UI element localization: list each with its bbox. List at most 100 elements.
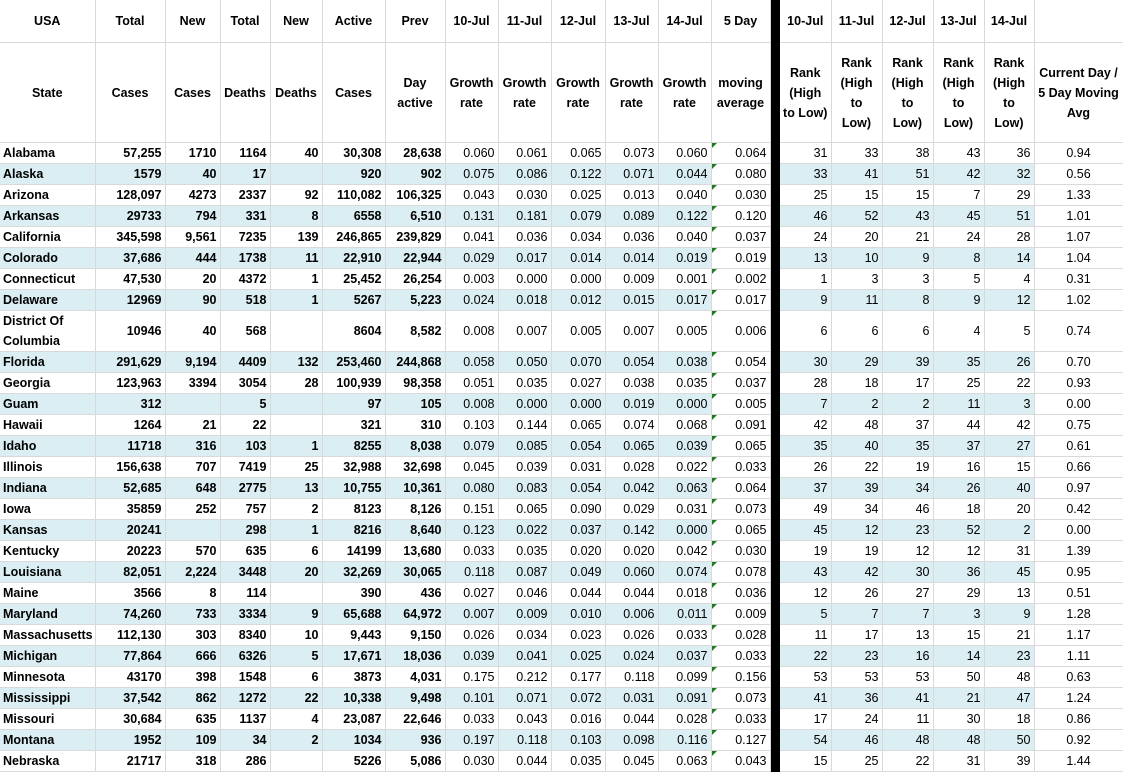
cell-state[interactable]: Mississippi xyxy=(0,687,96,709)
cell-rank-14-jul[interactable]: 28 xyxy=(984,226,1035,248)
cell-current-to-avg-ratio[interactable]: 1.28 xyxy=(1034,603,1123,625)
cell-total-cases[interactable]: 43170 xyxy=(95,666,166,688)
cell-rank-13-jul[interactable]: 16 xyxy=(933,456,985,478)
cell-rank-13-jul[interactable]: 8 xyxy=(933,247,985,269)
cell-growth-13-jul[interactable]: 0.024 xyxy=(605,645,659,667)
cell-state[interactable]: California xyxy=(0,226,96,248)
header-current-to-avg-ratio[interactable]: Current Day / 5 Day Moving Avg xyxy=(1034,42,1123,143)
cell-growth-10-jul[interactable]: 0.033 xyxy=(445,708,499,730)
cell-growth-10-jul[interactable]: 0.060 xyxy=(445,142,499,164)
cell-growth-14-jul[interactable]: 0.074 xyxy=(658,561,712,583)
cell-state[interactable]: Michigan xyxy=(0,645,96,667)
cell-rank-14-jul[interactable]: 39 xyxy=(984,750,1035,772)
cell-rank-10-jul[interactable]: 31 xyxy=(780,142,832,164)
cell-prev-day-active[interactable]: 436 xyxy=(385,582,446,604)
cell-growth-12-jul[interactable]: 0.034 xyxy=(551,226,606,248)
cell-rank-10-jul[interactable]: 53 xyxy=(780,666,832,688)
cell-rank-11-jul[interactable]: 52 xyxy=(831,205,883,227)
cell-rank-11-jul[interactable]: 33 xyxy=(831,142,883,164)
cell-rank-10-jul[interactable]: 13 xyxy=(780,247,832,269)
cell-new-cases[interactable]: 252 xyxy=(165,498,221,520)
cell-growth-10-jul[interactable]: 0.175 xyxy=(445,666,499,688)
cell-growth-11-jul[interactable]: 0.061 xyxy=(498,142,552,164)
cell-new-deaths[interactable] xyxy=(270,310,323,352)
cell-growth-12-jul[interactable]: 0.122 xyxy=(551,163,606,185)
cell-rank-10-jul[interactable]: 15 xyxy=(780,750,832,772)
cell-growth-13-jul[interactable]: 0.026 xyxy=(605,624,659,646)
cell-rank-12-jul[interactable]: 12 xyxy=(882,540,934,562)
cell-rank-11-jul[interactable]: 19 xyxy=(831,540,883,562)
cell-total-cases[interactable]: 37,542 xyxy=(95,687,166,709)
cell-new-deaths[interactable]: 25 xyxy=(270,456,323,478)
cell-growth-13-jul[interactable]: 0.089 xyxy=(605,205,659,227)
cell-growth-13-jul[interactable]: 0.065 xyxy=(605,435,659,457)
cell-new-deaths[interactable] xyxy=(270,414,323,436)
cell-rank-11-jul[interactable]: 24 xyxy=(831,708,883,730)
cell-growth-11-jul[interactable]: 0.017 xyxy=(498,247,552,269)
cell-growth-10-jul[interactable]: 0.043 xyxy=(445,184,499,206)
cell-new-deaths[interactable]: 6 xyxy=(270,540,323,562)
cell-growth-14-jul[interactable]: 0.000 xyxy=(658,393,712,415)
cell-total-cases[interactable]: 312 xyxy=(95,393,166,415)
cell-growth-13-jul[interactable]: 0.074 xyxy=(605,414,659,436)
cell-moving-average-5-day[interactable]: 0.033 xyxy=(711,645,771,667)
cell-active-cases[interactable]: 110,082 xyxy=(322,184,386,206)
cell-rank-10-jul[interactable]: 35 xyxy=(780,435,832,457)
cell-rank-11-jul[interactable]: 12 xyxy=(831,519,883,541)
header-rank-13-jul[interactable]: Rank (High to Low) xyxy=(933,42,985,143)
cell-state[interactable]: Nebraska xyxy=(0,750,96,772)
header-total-cases[interactable]: Cases xyxy=(95,42,166,143)
cell-growth-14-jul[interactable]: 0.011 xyxy=(658,603,712,625)
cell-growth-10-jul[interactable]: 0.003 xyxy=(445,268,499,290)
cell-new-cases[interactable]: 2,224 xyxy=(165,561,221,583)
cell-new-cases[interactable]: 733 xyxy=(165,603,221,625)
cell-state[interactable]: Maryland xyxy=(0,603,96,625)
cell-growth-10-jul[interactable]: 0.039 xyxy=(445,645,499,667)
cell-total-deaths[interactable]: 518 xyxy=(220,289,271,311)
cell-active-cases[interactable]: 253,460 xyxy=(322,351,386,373)
cell-growth-13-jul[interactable]: 0.019 xyxy=(605,393,659,415)
cell-prev-day-active[interactable]: 105 xyxy=(385,393,446,415)
header-growth-14-jul[interactable]: Growth rate xyxy=(658,42,712,143)
cell-growth-13-jul[interactable]: 0.014 xyxy=(605,247,659,269)
cell-moving-average-5-day[interactable]: 0.019 xyxy=(711,247,771,269)
cell-total-deaths[interactable]: 2775 xyxy=(220,477,271,499)
cell-total-cases[interactable]: 345,598 xyxy=(95,226,166,248)
cell-rank-11-jul[interactable]: 39 xyxy=(831,477,883,499)
cell-moving-average-5-day[interactable]: 0.036 xyxy=(711,582,771,604)
header-growth-12-jul[interactable]: Growth rate xyxy=(551,42,606,143)
cell-rank-11-jul[interactable]: 7 xyxy=(831,603,883,625)
header-rank-11-jul[interactable]: Rank (High to Low) xyxy=(831,42,883,143)
cell-prev-day-active[interactable]: 9,150 xyxy=(385,624,446,646)
cell-growth-13-jul[interactable]: 0.028 xyxy=(605,456,659,478)
cell-rank-10-jul[interactable]: 26 xyxy=(780,456,832,478)
cell-current-to-avg-ratio[interactable]: 0.00 xyxy=(1034,393,1123,415)
cell-new-cases[interactable]: 3394 xyxy=(165,372,221,394)
cell-rank-13-jul[interactable]: 21 xyxy=(933,687,985,709)
cell-total-cases[interactable]: 35859 xyxy=(95,498,166,520)
cell-state[interactable]: Kansas xyxy=(0,519,96,541)
cell-total-cases[interactable]: 74,260 xyxy=(95,603,166,625)
cell-active-cases[interactable]: 5226 xyxy=(322,750,386,772)
cell-growth-13-jul[interactable]: 0.013 xyxy=(605,184,659,206)
cell-active-cases[interactable]: 1034 xyxy=(322,729,386,751)
cell-current-to-avg-ratio[interactable]: 0.51 xyxy=(1034,582,1123,604)
cell-rank-11-jul[interactable]: 3 xyxy=(831,268,883,290)
cell-rank-14-jul[interactable]: 47 xyxy=(984,687,1035,709)
cell-moving-average-5-day[interactable]: 0.028 xyxy=(711,624,771,646)
cell-rank-13-jul[interactable]: 36 xyxy=(933,561,985,583)
cell-moving-average-5-day[interactable]: 0.030 xyxy=(711,540,771,562)
cell-rank-13-jul[interactable]: 4 xyxy=(933,310,985,352)
cell-moving-average-5-day[interactable]: 0.156 xyxy=(711,666,771,688)
cell-active-cases[interactable]: 321 xyxy=(322,414,386,436)
cell-rank-13-jul[interactable]: 29 xyxy=(933,582,985,604)
cell-rank-10-jul[interactable]: 30 xyxy=(780,351,832,373)
cell-rank-10-jul[interactable]: 24 xyxy=(780,226,832,248)
cell-state[interactable]: Iowa xyxy=(0,498,96,520)
cell-growth-14-jul[interactable]: 0.028 xyxy=(658,708,712,730)
cell-rank-11-jul[interactable]: 23 xyxy=(831,645,883,667)
cell-moving-average-5-day[interactable]: 0.037 xyxy=(711,372,771,394)
cell-new-cases[interactable] xyxy=(165,519,221,541)
cell-current-to-avg-ratio[interactable]: 0.95 xyxy=(1034,561,1123,583)
cell-moving-average-5-day[interactable]: 0.073 xyxy=(711,498,771,520)
